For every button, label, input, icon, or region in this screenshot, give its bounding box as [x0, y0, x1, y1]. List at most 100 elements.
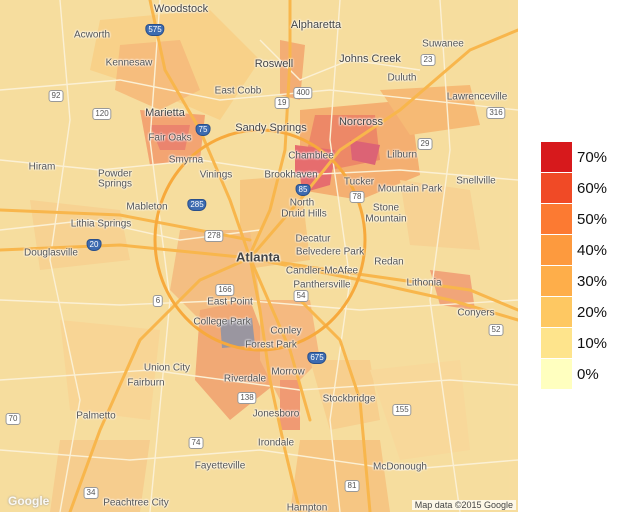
- place-label-snellville: Snellville: [456, 175, 496, 187]
- route-shield-81: 81: [344, 480, 360, 492]
- place-label-irondale: Irondale: [257, 437, 295, 449]
- place-label-east-cobb: East Cobb: [214, 85, 262, 97]
- legend-label: 40%: [577, 242, 608, 259]
- legend-item: 10%: [541, 328, 640, 359]
- place-label-candler-mcafee: Candler-McAfee: [285, 265, 359, 277]
- route-shield-120: 120: [92, 108, 112, 120]
- place-label-peachtree-city: Peachtree City: [103, 497, 169, 509]
- route-shield-285: 285: [187, 199, 207, 211]
- place-label-atlanta: Atlanta: [235, 249, 281, 265]
- route-shield-85: 85: [295, 184, 311, 196]
- place-label-conyers: Conyers: [457, 307, 495, 319]
- place-label-lilburn: Lilburn: [386, 149, 418, 161]
- place-label-johns-creek: Johns Creek: [339, 53, 401, 65]
- place-label-powder: Powder: [98, 168, 132, 180]
- legend-swatch: [541, 204, 572, 234]
- place-label-roswell: Roswell: [254, 58, 294, 70]
- legend-item: 50%: [541, 204, 640, 235]
- place-label-jonesboro: Jonesboro: [252, 408, 300, 420]
- place-label-belvedere-park: Belvedere Park: [295, 246, 365, 258]
- place-label-stockbridge: Stockbridge: [322, 393, 376, 405]
- minor-roads: [0, 0, 518, 512]
- place-label-lawrenceville: Lawrenceville: [446, 91, 508, 103]
- route-shield-316: 316: [486, 107, 506, 119]
- place-label-morrow: Morrow: [271, 366, 305, 378]
- route-shield-19: 19: [274, 97, 290, 109]
- map-attribution[interactable]: Map data ©2015 Google: [411, 500, 516, 510]
- place-label-college-park: College Park: [193, 316, 251, 328]
- place-label-mableton: Mableton: [126, 201, 168, 213]
- route-shield-166: 166: [215, 284, 235, 296]
- place-label-springs: Springs: [98, 178, 132, 190]
- legend-swatch: [541, 359, 572, 389]
- place-label-north: North: [289, 197, 315, 209]
- place-label-norcross: Norcross: [338, 116, 384, 128]
- route-shield-34: 34: [83, 487, 99, 499]
- place-label-hiram: Hiram: [28, 161, 56, 173]
- place-label-redan: Redan: [374, 256, 404, 268]
- legend-item: 20%: [541, 297, 640, 328]
- place-label-tucker: Tucker: [343, 176, 375, 188]
- legend-item: 30%: [541, 266, 640, 297]
- route-shield-278: 278: [204, 230, 224, 242]
- place-label-decatur: Decatur: [295, 233, 331, 245]
- google-logo[interactable]: Google: [8, 494, 50, 508]
- legend-swatch: [541, 235, 572, 265]
- place-label-palmetto: Palmetto: [76, 410, 116, 422]
- route-shield-54: 54: [293, 290, 309, 302]
- place-label-conley: Conley: [270, 325, 302, 337]
- legend-swatch: [541, 173, 572, 203]
- route-shield-6: 6: [152, 295, 164, 307]
- place-label-stone: Stone: [372, 202, 400, 214]
- place-label-fairburn: Fairburn: [127, 377, 165, 389]
- choropleth-map[interactable]: Woodstock Acworth Alpharetta Kennesaw Roswel…: [0, 0, 518, 512]
- route-shield-92: 92: [48, 90, 64, 102]
- legend-item: 40%: [541, 235, 640, 266]
- route-shield-138: 138: [237, 392, 257, 404]
- place-label-vinings: Vinings: [199, 169, 233, 181]
- place-label-riverdale: Riverdale: [223, 373, 267, 385]
- legend-item: 0%: [541, 359, 640, 390]
- legend-swatch: [541, 142, 572, 172]
- legend-swatch: [541, 328, 572, 358]
- perimeter-highway: [153, 128, 367, 352]
- place-label-lithia-springs: Lithia Springs: [70, 218, 132, 230]
- legend-label: 50%: [577, 211, 608, 228]
- legend-label: 10%: [577, 335, 608, 352]
- place-label-suwanee: Suwanee: [422, 38, 464, 50]
- legend-label: 30%: [577, 273, 608, 290]
- place-label-mountain-park: Mountain Park: [377, 183, 443, 195]
- place-label-acworth: Acworth: [73, 29, 111, 41]
- place-label-fair-oaks: Fair Oaks: [148, 132, 192, 144]
- legend-label: 60%: [577, 180, 608, 197]
- place-label-chamblee: Chamblee: [288, 150, 334, 162]
- route-shield-675: 675: [307, 352, 327, 364]
- place-label-woodstock: Woodstock: [153, 3, 209, 15]
- place-label-brookhaven: Brookhaven: [264, 169, 318, 181]
- route-shield-400: 400: [293, 87, 313, 99]
- place-label-duluth: Duluth: [387, 72, 417, 84]
- route-shield-75: 75: [195, 124, 211, 136]
- place-label-marietta: Marietta: [145, 107, 185, 119]
- place-label-lithonia: Lithonia: [406, 277, 442, 289]
- route-shield-70: 70: [5, 413, 21, 425]
- place-label-smyrna: Smyrna: [168, 154, 204, 166]
- route-shield-29: 29: [417, 138, 433, 150]
- map-base-layer: [0, 0, 518, 512]
- place-label-east-point: East Point: [207, 296, 253, 308]
- place-label-kennesaw: Kennesaw: [105, 57, 153, 69]
- legend: 70% 60% 50% 40% 30% 20% 10% 0%: [541, 142, 640, 390]
- place-label-forest-park: Forest Park: [245, 339, 297, 351]
- place-label-mountain: Mountain: [365, 213, 407, 225]
- place-label-alpharetta: Alpharetta: [290, 19, 342, 31]
- route-shield-155: 155: [392, 404, 412, 416]
- route-shield-52: 52: [488, 324, 504, 336]
- place-label-union-city: Union City: [143, 362, 191, 374]
- place-label-panthersville: Panthersville: [293, 279, 351, 291]
- place-label-mcdonough: McDonough: [373, 461, 427, 473]
- legend-label: 0%: [577, 366, 599, 383]
- legend-swatch: [541, 297, 572, 327]
- legend-swatch: [541, 266, 572, 296]
- place-label-hampton: Hampton: [286, 502, 328, 512]
- place-label-fayetteville: Fayetteville: [194, 460, 246, 472]
